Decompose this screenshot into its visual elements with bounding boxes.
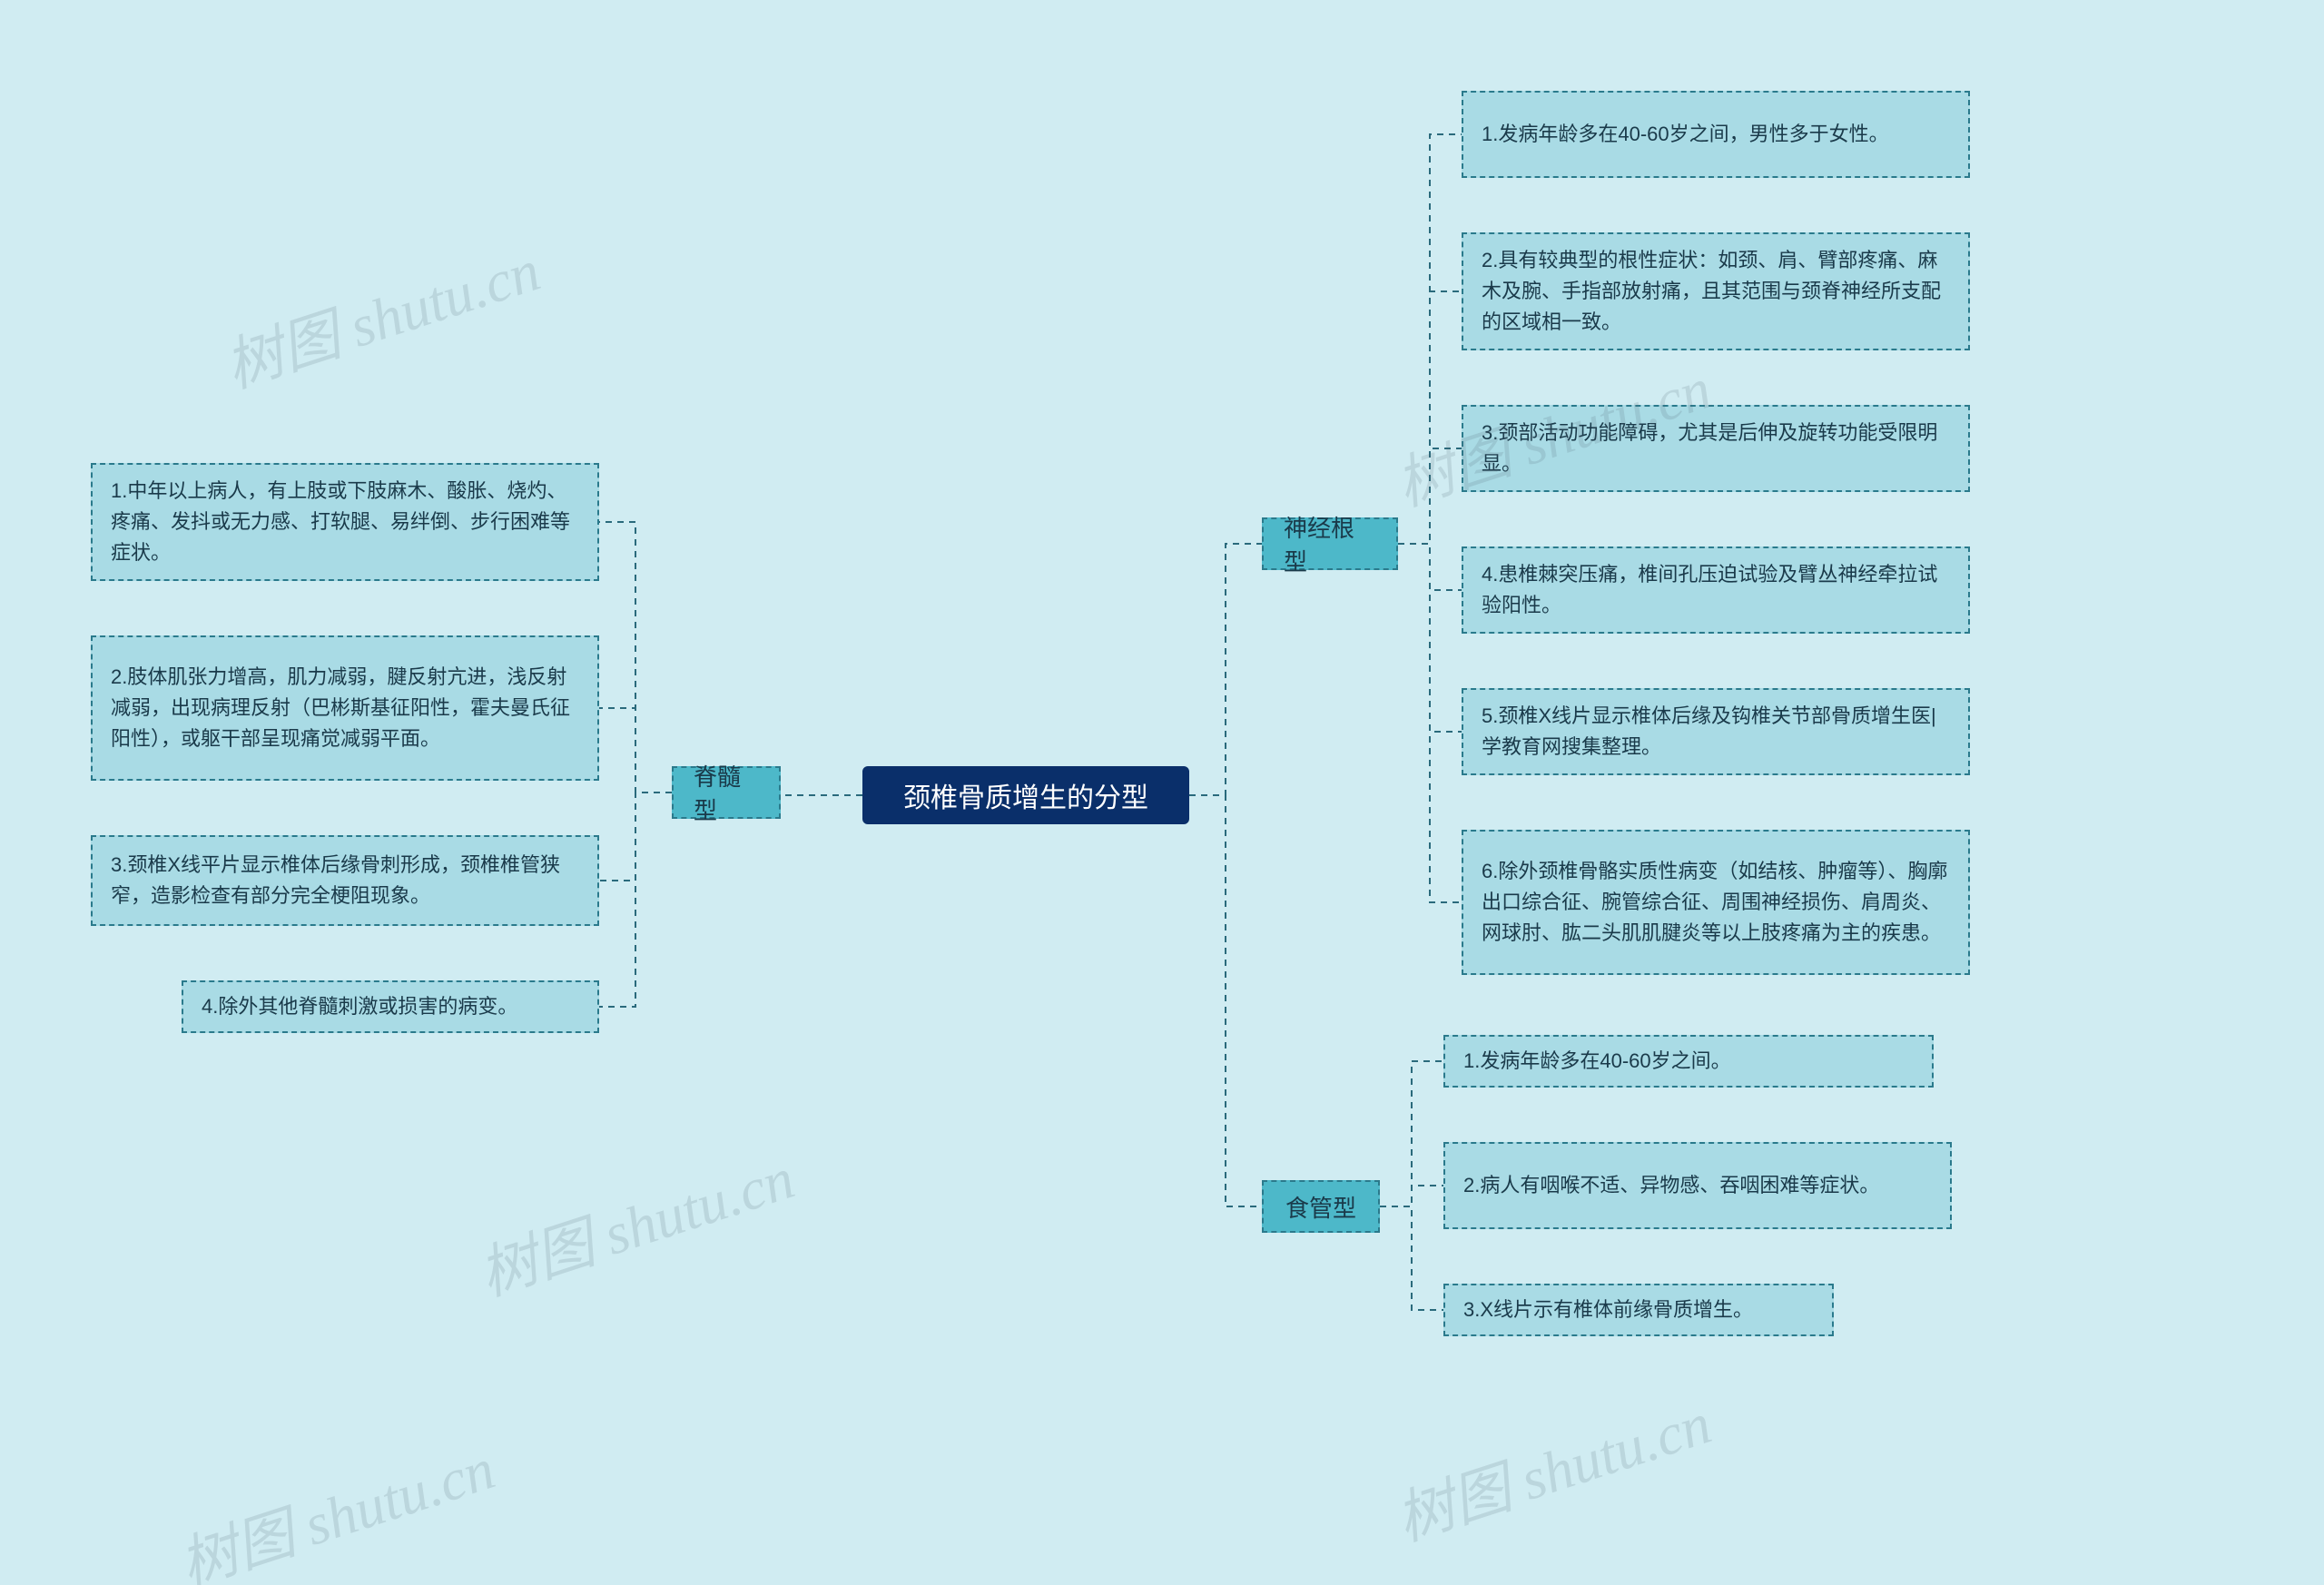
watermark: 树图 shutu.cn <box>468 1132 803 1312</box>
branch-nerve-root[interactable]: 神经根型 <box>1262 517 1398 570</box>
leaf-nerve-2[interactable]: 2.具有较典型的根性症状：如颈、肩、臂部疼痛、麻木及腕、手指部放射痛，且其范围与… <box>1462 232 1970 350</box>
leaf-esoph-2[interactable]: 2.病人有咽喉不适、异物感、吞咽困难等症状。 <box>1443 1142 1952 1229</box>
watermark: 树图 shutu.cn <box>213 224 549 404</box>
branch-spinal[interactable]: 脊髓型 <box>672 766 781 819</box>
leaf-nerve-3[interactable]: 3.颈部活动功能障碍，尤其是后伸及旋转功能受限明显。 <box>1462 405 1970 492</box>
leaf-spinal-2[interactable]: 2.肢体肌张力增高，肌力减弱，腱反射亢进，浅反射减弱，出现病理反射（巴彬斯基征阳… <box>91 635 599 781</box>
leaf-nerve-1[interactable]: 1.发病年龄多在40-60岁之间，男性多于女性。 <box>1462 91 1970 178</box>
leaf-esoph-1[interactable]: 1.发病年龄多在40-60岁之间。 <box>1443 1035 1934 1088</box>
watermark: 树图 shutu.cn <box>168 1423 504 1585</box>
branch-esophageal[interactable]: 食管型 <box>1262 1180 1380 1233</box>
root-node[interactable]: 颈椎骨质增生的分型 <box>862 766 1189 824</box>
leaf-spinal-3[interactable]: 3.颈椎X线平片显示椎体后缘骨刺形成，颈椎椎管狭窄，造影检查有部分完全梗阻现象。 <box>91 835 599 926</box>
leaf-nerve-4[interactable]: 4.患椎棘突压痛，椎间孔压迫试验及臂丛神经牵拉试验阳性。 <box>1462 546 1970 634</box>
leaf-nerve-5[interactable]: 5.颈椎X线片显示椎体后缘及钩椎关节部骨质增生医|学教育网搜集整理。 <box>1462 688 1970 775</box>
leaf-nerve-6[interactable]: 6.除外颈椎骨骼实质性病变（如结核、肿瘤等）、胸廓出口综合征、腕管综合征、周围神… <box>1462 830 1970 975</box>
leaf-spinal-1[interactable]: 1.中年以上病人，有上肢或下肢麻木、酸胀、烧灼、疼痛、发抖或无力感、打软腿、易绊… <box>91 463 599 581</box>
leaf-spinal-4[interactable]: 4.除外其他脊髓刺激或损害的病变。 <box>182 980 599 1033</box>
watermark: 树图 shutu.cn <box>1384 1377 1720 1557</box>
leaf-esoph-3[interactable]: 3.X线片示有椎体前缘骨质增生。 <box>1443 1284 1834 1336</box>
